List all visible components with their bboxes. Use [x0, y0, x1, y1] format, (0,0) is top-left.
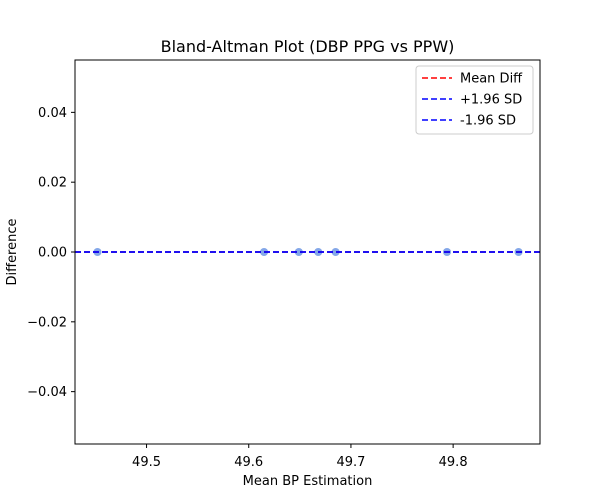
x-tick-label: 49.6 [234, 455, 263, 470]
y-axis-label: Difference [5, 218, 20, 285]
x-tick-label: 49.5 [132, 455, 161, 470]
chart-title: Bland-Altman Plot (DBP PPG vs PPW) [161, 37, 455, 56]
y-tick-label: 0.00 [38, 246, 67, 261]
legend-label: -1.96 SD [460, 114, 516, 129]
legend: Mean Diff +1.96 SD -1.96 SD [415, 65, 534, 135]
y-tick-label: −0.04 [27, 385, 67, 400]
data-point [294, 248, 303, 256]
legend-label: +1.96 SD [460, 93, 522, 108]
x-axis-label: Mean BP Estimation [243, 474, 373, 489]
x-tick-label: 49.8 [439, 455, 468, 470]
y-tick-label: 0.04 [38, 106, 67, 121]
axis-ticks: 49.5 49.6 49.7 49.8 0.04 0.02 0.00 −0.02 −0.04 [27, 106, 467, 470]
plot-area [75, 248, 540, 256]
y-tick-label: 0.02 [38, 176, 67, 191]
legend-label: Mean Diff [460, 72, 523, 87]
x-tick-label: 49.7 [336, 455, 365, 470]
data-point [331, 248, 340, 256]
y-tick-label: −0.02 [27, 315, 67, 330]
legend-box [415, 65, 534, 135]
